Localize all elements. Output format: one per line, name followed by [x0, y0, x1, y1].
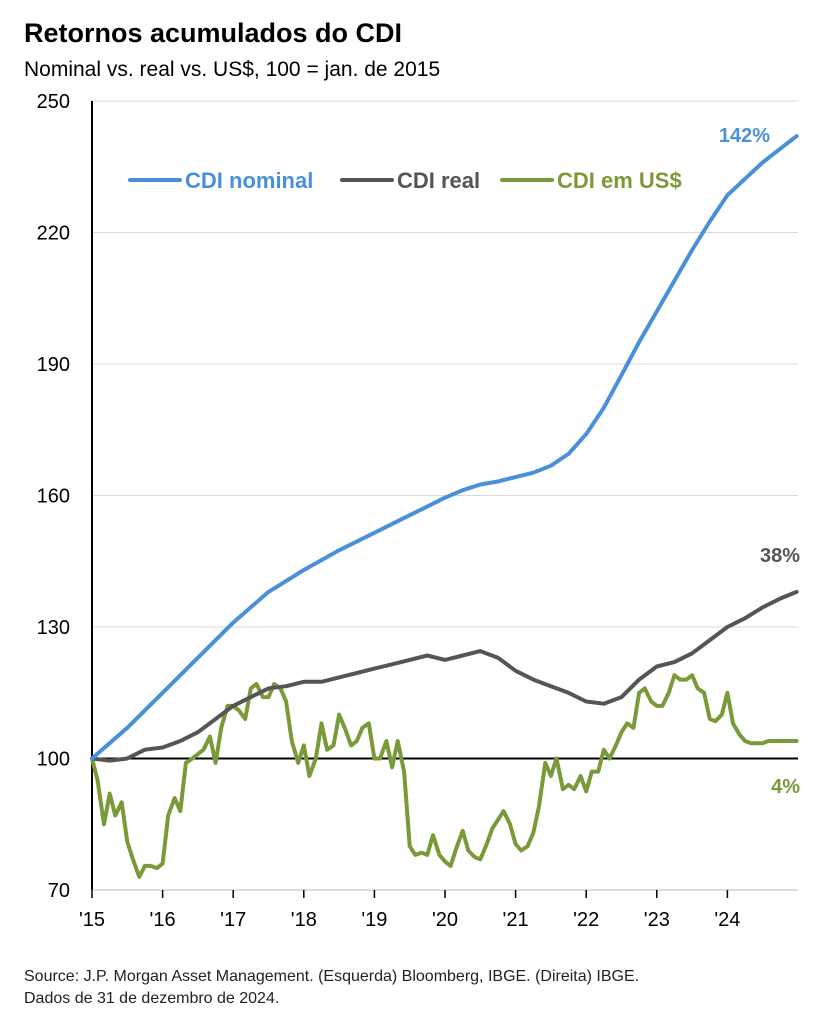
x-tick-label: '22 — [573, 909, 599, 931]
y-tick-label: 70 — [48, 880, 70, 902]
x-tick-label: '23 — [644, 909, 670, 931]
x-axis-ticks: '15 '16 '17 '18 '19 '20 '21 '22 '23 '24 — [79, 890, 740, 931]
end-labels: 142% 38% 4% — [719, 125, 800, 798]
gridlines — [91, 100, 798, 891]
end-label: 4% — [771, 776, 800, 798]
y-tick-label: 130 — [37, 617, 70, 639]
source-note: Source: J.P. Morgan Asset Management. (E… — [24, 966, 814, 1010]
source-line-1: Source: J.P. Morgan Asset Management. (E… — [24, 968, 640, 985]
series-line-cdi-em-us — [90, 673, 799, 879]
y-tick-label: 100 — [37, 749, 70, 771]
x-tick-label: '21 — [503, 909, 529, 931]
source-line-2: Dados de 31 de dezembro de 2024. — [24, 990, 280, 1007]
legend-label: CDI em US$ — [557, 168, 682, 193]
end-label: 38% — [760, 545, 800, 567]
end-label: 142% — [719, 125, 770, 147]
y-tick-label: 250 — [37, 91, 70, 113]
series-line-cdi-nominal — [90, 134, 799, 761]
y-axis-ticks: 250 220 190 160 130 100 70 — [37, 91, 70, 902]
x-tick-label: '16 — [150, 909, 176, 931]
x-tick-label: '17 — [220, 909, 246, 931]
y-tick-label: 220 — [37, 223, 70, 245]
series-lines — [90, 134, 799, 879]
x-tick-label: '20 — [432, 909, 458, 931]
series-line-cdi-real — [90, 589, 799, 763]
x-tick-label: '24 — [714, 909, 740, 931]
y-tick-label: 190 — [37, 354, 70, 376]
x-tick-label: '18 — [291, 909, 317, 931]
legend-label: CDI nominal — [185, 168, 313, 193]
chart-subtitle: Nominal vs. real vs. US$, 100 = jan. de … — [24, 58, 441, 81]
legend: CDI nominal CDI real CDI em US$ — [128, 168, 682, 193]
y-tick-label: 160 — [37, 486, 70, 508]
chart-title: Retornos acumulados do CDI — [24, 18, 403, 48]
legend-label: CDI real — [397, 168, 480, 193]
x-tick-label: '15 — [79, 909, 105, 931]
x-tick-label: '19 — [361, 909, 387, 931]
